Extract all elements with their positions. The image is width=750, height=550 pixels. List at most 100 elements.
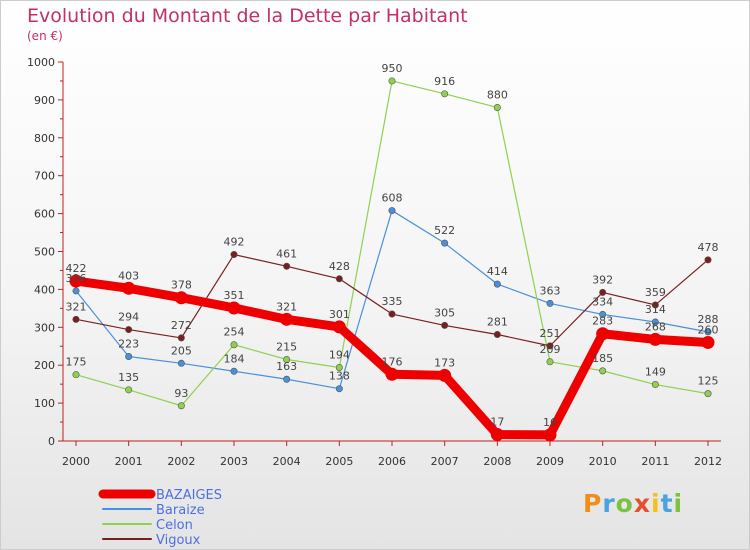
data-label: 880 <box>487 88 508 101</box>
data-label: 321 <box>66 300 87 313</box>
data-point <box>125 386 133 394</box>
data-point <box>493 331 501 339</box>
y-tick-label: 500 <box>34 246 55 259</box>
data-point <box>546 299 554 307</box>
data-point <box>69 274 83 288</box>
data-point <box>283 262 291 270</box>
data-label: 215 <box>276 341 297 354</box>
data-label: 223 <box>118 337 139 350</box>
data-point <box>230 251 238 259</box>
data-label: 522 <box>434 224 455 237</box>
data-point <box>174 291 188 305</box>
data-label: 281 <box>487 316 508 329</box>
axes: 0 100 200 300 400 500 600 700 800 900 1000 2000 2001… <box>27 56 722 468</box>
logo-letter: r <box>602 489 616 518</box>
data-point <box>599 367 607 375</box>
data-label: 422 <box>66 262 87 275</box>
data-label: 184 <box>224 352 245 365</box>
x-tick-label: 2011 <box>641 455 669 468</box>
data-point <box>493 103 501 111</box>
logo-letter: P <box>583 489 603 518</box>
data-label: 251 <box>540 327 561 340</box>
data-label: 378 <box>171 279 192 292</box>
legend-label: BAZAIGES <box>156 488 222 503</box>
data-point <box>599 310 607 318</box>
data-point <box>441 239 449 247</box>
data-label: 392 <box>592 273 613 286</box>
y-tick-label: 0 <box>48 435 55 448</box>
chart-title: Evolution du Montant de la Dette par Hab… <box>27 5 468 27</box>
data-label: 414 <box>487 265 508 278</box>
y-tick-label: 400 <box>34 283 55 296</box>
logo-letter: o <box>615 489 634 518</box>
data-label: 335 <box>382 295 403 308</box>
data-label: 351 <box>224 289 245 302</box>
data-point <box>596 327 610 341</box>
data-point <box>438 368 452 382</box>
data-point <box>122 281 136 295</box>
data-label: 205 <box>171 344 192 357</box>
data-label: 396 <box>66 272 87 285</box>
data-point <box>651 318 659 326</box>
x-tick-label: 2000 <box>62 455 90 468</box>
x-tick-label: 2009 <box>536 455 564 468</box>
data-point <box>335 363 343 371</box>
data-label: 492 <box>224 236 245 249</box>
data-point <box>72 371 80 379</box>
data-label: 135 <box>118 371 139 384</box>
data-label: 254 <box>224 326 245 339</box>
data-point <box>72 287 80 295</box>
data-point <box>704 328 712 336</box>
data-point <box>546 358 554 366</box>
data-point <box>701 335 715 349</box>
logo-letter: x <box>633 489 651 518</box>
data-label: 363 <box>540 284 561 297</box>
data-label: 16 <box>543 416 557 429</box>
data-label: 334 <box>592 295 613 308</box>
data-point <box>230 341 238 349</box>
data-point <box>388 310 396 318</box>
data-labels: 422 403 378 351 321 301 176 173 17 16 283 268 260 396… <box>66 62 719 429</box>
data-label: 359 <box>645 286 666 299</box>
data-label: 173 <box>434 356 455 369</box>
logo-letter: i <box>651 489 661 518</box>
logo-letter: t <box>660 489 674 518</box>
data-label: 268 <box>645 320 666 333</box>
legend-label: Celon <box>156 518 193 533</box>
y-tick-label: 900 <box>34 94 55 107</box>
data-point <box>72 315 80 323</box>
data-label: 194 <box>329 348 350 361</box>
x-tick-label: 2007 <box>431 455 459 468</box>
data-point <box>388 77 396 85</box>
series-lines <box>69 77 715 442</box>
data-label: 478 <box>698 241 719 254</box>
data-label: 321 <box>276 300 297 313</box>
data-point <box>441 90 449 98</box>
logo-letter: i <box>673 489 684 518</box>
data-point <box>385 367 399 381</box>
data-point <box>441 321 449 329</box>
data-point <box>283 375 291 383</box>
x-tick-label: 2002 <box>167 455 195 468</box>
data-label: 163 <box>276 360 297 373</box>
data-label: 916 <box>434 75 455 88</box>
x-tick-label: 2004 <box>273 455 301 468</box>
data-point <box>648 332 662 346</box>
data-label: 283 <box>592 315 613 328</box>
data-point <box>335 385 343 393</box>
data-label: 314 <box>645 303 666 316</box>
x-tick-label: 2006 <box>378 455 406 468</box>
data-label: 176 <box>382 355 403 368</box>
x-tick-label: 2001 <box>115 455 143 468</box>
data-point <box>543 428 557 442</box>
data-point <box>651 381 659 389</box>
data-point <box>280 312 294 326</box>
y-tick-label: 300 <box>34 321 55 334</box>
data-point <box>704 256 712 264</box>
legend-label: Baraize <box>156 503 205 518</box>
data-label: 288 <box>698 313 719 326</box>
data-point <box>283 356 291 364</box>
data-point <box>125 352 133 360</box>
